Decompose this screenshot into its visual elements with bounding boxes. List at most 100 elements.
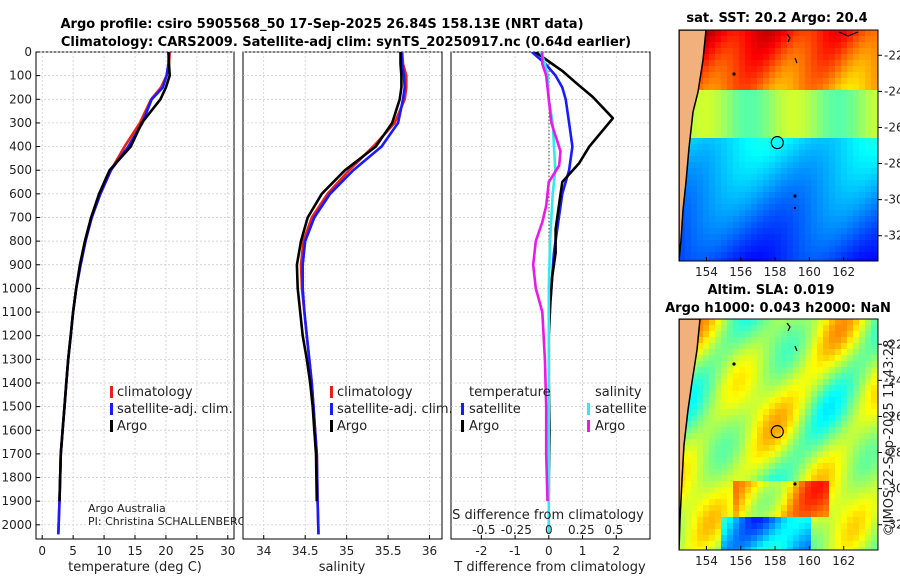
field-cell bbox=[817, 30, 824, 37]
field-cell bbox=[727, 246, 734, 253]
field-cell bbox=[847, 337, 854, 344]
field-cell bbox=[853, 168, 860, 175]
field-cell bbox=[799, 505, 806, 512]
field-cell bbox=[721, 331, 728, 338]
field-cell bbox=[703, 156, 710, 163]
field-cell bbox=[727, 475, 734, 482]
field-cell bbox=[823, 379, 830, 386]
field-cell bbox=[775, 511, 782, 518]
field-cell bbox=[811, 240, 818, 247]
field-cell bbox=[787, 415, 794, 422]
field-cell bbox=[691, 168, 698, 175]
field-cell bbox=[769, 367, 776, 374]
field-cell bbox=[859, 234, 866, 241]
field-cell bbox=[709, 168, 716, 175]
field-cell bbox=[835, 547, 842, 550]
field-cell bbox=[745, 144, 752, 151]
field-cell bbox=[805, 168, 812, 175]
field-cell bbox=[781, 325, 788, 332]
field-cell bbox=[871, 523, 878, 530]
field-cell bbox=[823, 457, 830, 464]
field-cell bbox=[823, 463, 830, 470]
field-cell bbox=[811, 349, 818, 356]
field-cell bbox=[685, 421, 692, 428]
field-cell bbox=[709, 234, 716, 241]
field-cell bbox=[781, 192, 788, 199]
field-cell bbox=[793, 373, 800, 380]
field-cell bbox=[685, 192, 692, 199]
field-cell bbox=[757, 72, 764, 79]
field-cell bbox=[799, 180, 806, 187]
field-cell bbox=[769, 240, 776, 247]
field-cell bbox=[829, 54, 836, 61]
field-cell bbox=[757, 517, 764, 524]
field-cell bbox=[871, 174, 878, 181]
legend-swatch-satellite-adj bbox=[110, 403, 113, 415]
field-cell bbox=[715, 457, 722, 464]
field-cell bbox=[805, 337, 812, 344]
field-cell bbox=[841, 120, 848, 127]
field-cell bbox=[811, 216, 818, 223]
legend-swatch-s-argo bbox=[587, 420, 590, 432]
field-cell bbox=[823, 210, 830, 217]
field-cell bbox=[871, 66, 878, 73]
x-tick-label: 20 bbox=[158, 544, 173, 558]
field-cell bbox=[745, 156, 752, 163]
field-cell bbox=[709, 445, 716, 452]
field-cell bbox=[697, 246, 704, 253]
field-cell bbox=[859, 162, 866, 169]
field-cell bbox=[715, 30, 722, 37]
field-cell bbox=[823, 421, 830, 428]
field-cell bbox=[703, 234, 710, 241]
field-cell bbox=[853, 535, 860, 542]
field-cell bbox=[769, 180, 776, 187]
field-cell bbox=[805, 421, 812, 428]
field-cell bbox=[781, 108, 788, 115]
field-cell bbox=[847, 403, 854, 410]
field-cell bbox=[721, 132, 728, 139]
field-cell bbox=[709, 174, 716, 181]
field-cell bbox=[799, 120, 806, 127]
field-cell bbox=[829, 180, 836, 187]
field-cell bbox=[817, 325, 824, 332]
field-cell bbox=[751, 132, 758, 139]
field-cell bbox=[847, 535, 854, 542]
field-cell bbox=[799, 439, 806, 446]
field-cell bbox=[865, 246, 872, 253]
field-cell bbox=[745, 180, 752, 187]
field-cell bbox=[733, 469, 740, 476]
field-cell bbox=[727, 216, 734, 223]
field-cell bbox=[823, 138, 830, 145]
field-cell bbox=[841, 487, 848, 494]
field-cell bbox=[865, 234, 872, 241]
field-cell bbox=[709, 481, 716, 488]
field-cell bbox=[805, 391, 812, 398]
field-cell bbox=[739, 60, 746, 67]
field-cell bbox=[781, 529, 788, 536]
map-y-tick-label: -26 bbox=[884, 120, 900, 134]
field-cell bbox=[811, 48, 818, 55]
field-cell bbox=[739, 457, 746, 464]
field-cell bbox=[853, 144, 860, 151]
field-cell bbox=[811, 204, 818, 211]
field-cell bbox=[751, 385, 758, 392]
y-tick-label: 600 bbox=[9, 187, 32, 201]
field-cell bbox=[829, 138, 836, 145]
field-cell bbox=[865, 72, 872, 79]
field-cell bbox=[745, 457, 752, 464]
field-cell bbox=[763, 60, 770, 67]
field-cell bbox=[811, 391, 818, 398]
field-cell bbox=[853, 186, 860, 193]
field-cell bbox=[775, 198, 782, 205]
field-cell bbox=[841, 186, 848, 193]
credit-line1: Argo Australia bbox=[88, 502, 166, 515]
legend-swatch-argo bbox=[110, 420, 113, 432]
field-cell bbox=[859, 487, 866, 494]
field-cell bbox=[763, 403, 770, 410]
map-x-tick-label: 158 bbox=[764, 554, 787, 568]
field-cell bbox=[763, 463, 770, 470]
field-cell bbox=[829, 457, 836, 464]
field-cell bbox=[799, 66, 806, 73]
field-cell bbox=[841, 234, 848, 241]
field-cell bbox=[763, 108, 770, 115]
